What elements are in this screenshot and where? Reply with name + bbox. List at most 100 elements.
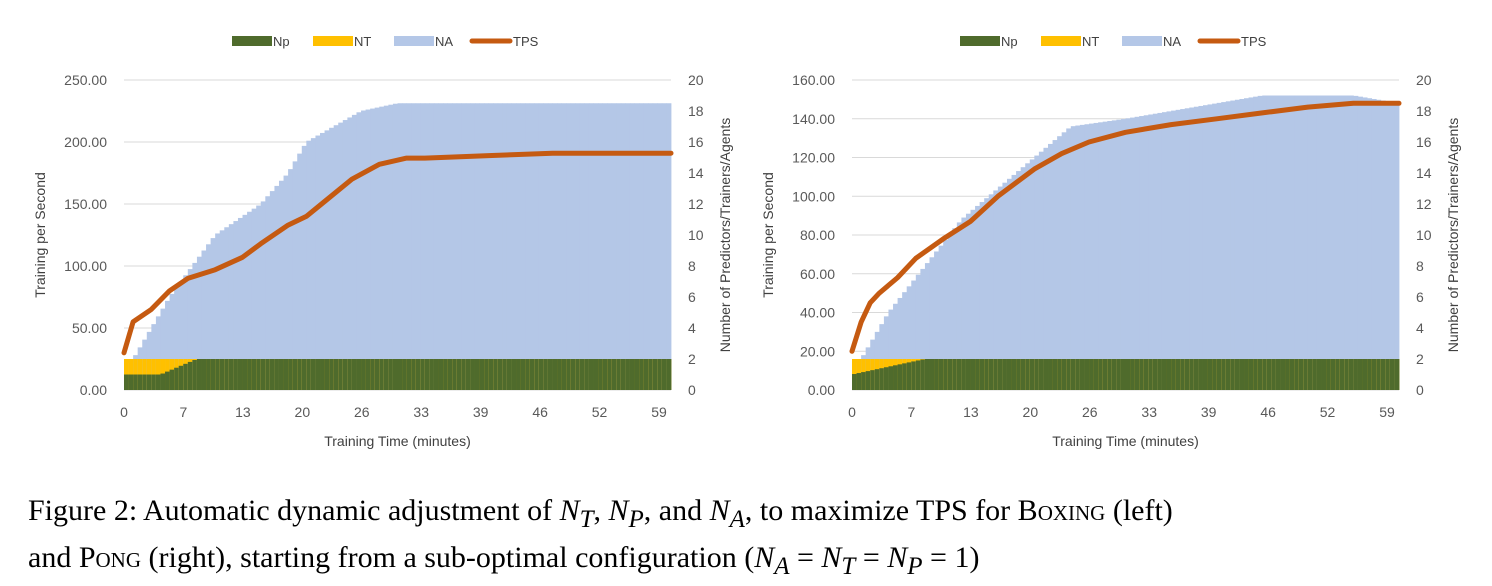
bar-na (1089, 123, 1094, 390)
bar-np (137, 374, 143, 390)
bar-na (1280, 95, 1286, 390)
bar-np (283, 359, 289, 390)
bar-np (383, 359, 389, 390)
bar-np (1362, 359, 1368, 390)
bar-np (1180, 359, 1186, 390)
bar-na (1016, 171, 1022, 390)
bar-np (648, 359, 654, 390)
bar-na (1098, 122, 1104, 390)
bar-na (1198, 105, 1204, 391)
y-right-axis-title: Number of Predictors/Trainers/Agents (1445, 118, 1461, 352)
bar-np (1066, 359, 1072, 390)
bar-na (479, 103, 485, 390)
x-tick-label: 26 (354, 404, 370, 420)
bar-na (961, 217, 967, 390)
bar-np (247, 359, 253, 390)
x-tick-label: 26 (1082, 404, 1098, 420)
bar-np (1380, 359, 1386, 390)
bar-na (607, 103, 613, 390)
bar-na (1380, 100, 1386, 390)
bar-np (929, 359, 935, 390)
y-right-tick-label: 10 (688, 227, 704, 243)
bar-np (1202, 359, 1208, 390)
y-right-tick-label: 8 (1416, 258, 1424, 274)
bar-na (911, 280, 917, 390)
bar-na (429, 103, 435, 390)
bar-np (169, 369, 175, 390)
bar-na (1134, 116, 1140, 390)
bar-np (374, 359, 380, 390)
bar-na (192, 262, 198, 390)
bar-np (1098, 359, 1104, 390)
bar-group (124, 103, 672, 391)
y-right-tick-label: 0 (688, 382, 696, 398)
bar-np (1339, 359, 1345, 390)
bar-na (952, 228, 958, 390)
bar-na (224, 227, 230, 390)
bar-np (1248, 359, 1254, 390)
bar-np (502, 359, 508, 390)
bar-np (970, 359, 976, 390)
bar-na (661, 103, 667, 390)
bar-np (228, 359, 234, 390)
tps-line (849, 100, 1402, 354)
bar-np (269, 359, 275, 390)
bar-na (915, 274, 921, 390)
bar-na (174, 287, 180, 390)
bar-na (575, 103, 581, 390)
bar-na (1139, 116, 1145, 390)
bar-np (1043, 359, 1049, 390)
bar-na (1157, 112, 1163, 390)
bar-np (155, 374, 161, 390)
bar-na (1294, 95, 1300, 390)
bar-na (1166, 111, 1172, 390)
bar-na (1353, 95, 1359, 390)
bar-np (288, 359, 294, 390)
y-left-tick-label: 160.00 (792, 72, 835, 88)
bar-np (961, 359, 967, 390)
y-right-tick-label: 6 (688, 289, 696, 305)
caption-text: Figure 2: Automatic dynamic adjustment o… (28, 494, 560, 527)
bar-na (1394, 102, 1400, 391)
bar-na (415, 103, 421, 390)
bar-na (1202, 105, 1208, 390)
bar-np (629, 359, 635, 390)
bar-np (1061, 359, 1067, 390)
bar-na (1193, 106, 1199, 391)
bar-na (1175, 109, 1181, 391)
bar-na (988, 194, 994, 390)
caption-text: and P (28, 541, 96, 574)
bar-na (924, 263, 930, 390)
bar-np (1262, 359, 1268, 390)
y-right-axis-title: Number of Predictors/Trainers/Agents (717, 118, 733, 352)
bar-np (557, 359, 562, 390)
bar-np (1271, 359, 1277, 390)
bar-na (411, 103, 417, 390)
legend-swatch-na (394, 36, 434, 46)
bar-na (1075, 125, 1081, 390)
bar-na (1221, 102, 1227, 391)
bar-na (347, 117, 353, 390)
bar-np (365, 359, 371, 390)
bar-na (965, 213, 971, 390)
bar-na (1011, 174, 1017, 390)
bar-np (1125, 359, 1131, 390)
x-tick-label: 33 (413, 404, 429, 420)
y-left-tick-label: 100.00 (792, 188, 835, 204)
bar-np (856, 373, 862, 390)
bar-na (256, 205, 262, 390)
bar-na (484, 103, 490, 390)
bar-np (361, 359, 366, 390)
bar-np (588, 359, 594, 390)
bar-na (306, 140, 312, 390)
bar-np (128, 374, 134, 390)
bar-na (616, 103, 622, 390)
bar-na (1216, 102, 1222, 391)
bar-na (1234, 99, 1240, 390)
bar-np (1344, 359, 1350, 390)
bar-np (1034, 359, 1040, 390)
y-left-tick-label: 140.00 (792, 111, 835, 127)
bar-np (538, 359, 544, 390)
bar-na (301, 145, 307, 390)
bar-np (1107, 359, 1113, 390)
